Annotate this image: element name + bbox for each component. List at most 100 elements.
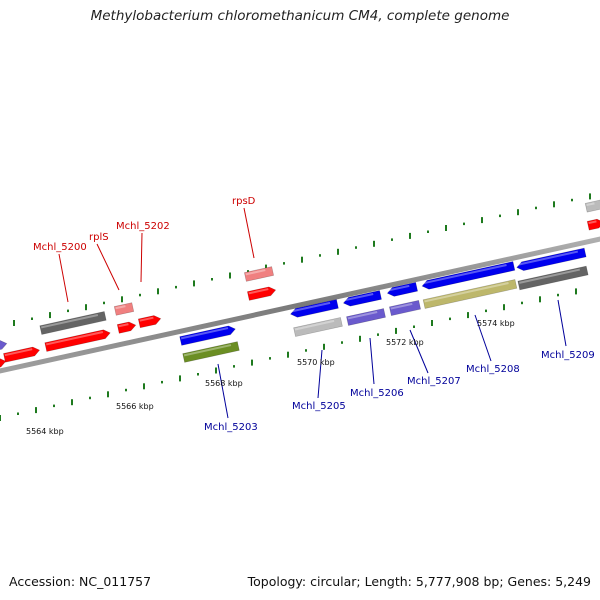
upper-track-tick	[571, 198, 573, 202]
gene-blue-mchl-5206[interactable]	[342, 290, 382, 308]
lower-track-tick	[359, 335, 361, 342]
upper-track-tick	[103, 301, 105, 305]
upper-track-tick	[265, 264, 267, 271]
lower-track-tick	[179, 375, 181, 382]
upper-track-tick	[139, 293, 141, 297]
gene-blue-mchl-5209[interactable]	[516, 247, 587, 272]
gene-blue-mchl-5207[interactable]	[386, 282, 418, 297]
lower-track-tick	[575, 288, 577, 295]
scale-label-5564: 5564 kbp	[26, 427, 64, 436]
gene-grey-mchl-5200[interactable]	[39, 311, 107, 335]
lower-track-tick	[503, 304, 505, 311]
lower-track-tick	[89, 396, 91, 400]
upper-track-tick	[535, 206, 537, 210]
connector-rpsd	[243, 207, 255, 259]
gene-olive-mchl-5203[interactable]	[182, 341, 240, 363]
upper-track-tick	[463, 222, 465, 226]
gene-red-rpls[interactable]	[116, 321, 137, 334]
lower-track-tick	[413, 325, 415, 328]
gene-pink-rpsd[interactable]	[244, 266, 274, 282]
upper-track-tick	[211, 278, 213, 281]
gene-purple-left-edge[interactable]	[0, 339, 8, 352]
lower-track-tick	[53, 404, 55, 408]
lower-track-tick	[197, 373, 199, 376]
upper-track-tick	[589, 193, 591, 200]
lower-track-tick	[35, 407, 37, 414]
connector-mchl-5206	[369, 337, 375, 385]
lower-track-tick	[431, 320, 433, 326]
scale-label-5570: 5570 kbp	[297, 358, 335, 367]
lower-track-tick	[71, 399, 73, 406]
gene-lightgrey-mchl-5205[interactable]	[293, 317, 343, 337]
lower-track-tick	[143, 383, 145, 390]
upper-track-tick	[193, 280, 195, 287]
gene-red-mchl-5202[interactable]	[137, 314, 162, 329]
gene-label-mchl-5206[interactable]: Mchl_5206	[350, 388, 404, 399]
upper-track-tick	[427, 230, 429, 233]
map-title: Methylobacterium chloromethanicum CM4, c…	[90, 8, 510, 24]
upper-track-tick	[553, 201, 555, 208]
connector-mchl-5208	[474, 314, 492, 362]
upper-track-tick	[85, 304, 87, 311]
gene-red-left-edge[interactable]	[3, 346, 41, 363]
upper-track-tick	[481, 217, 483, 224]
gene-pink-rpls[interactable]	[113, 302, 135, 316]
gene-blue-mchl-5205[interactable]	[290, 299, 339, 318]
genome-summary: Topology: circular; Length: 5,777,908 bp…	[247, 574, 591, 589]
lower-track-tick	[251, 359, 253, 366]
upper-track-tick	[67, 309, 69, 313]
upper-track-tick	[391, 238, 393, 241]
lower-track-tick	[125, 388, 127, 392]
lower-track-tick	[215, 367, 217, 374]
upper-track-tick	[499, 214, 501, 218]
gene-purple-mchl-5206[interactable]	[346, 308, 386, 326]
upper-track-tick	[337, 248, 339, 255]
label-connectors	[58, 207, 567, 419]
gene-red-rpsd[interactable]	[247, 286, 277, 301]
lower-track-tick	[233, 365, 235, 368]
lower-track-tick	[539, 296, 541, 303]
gene-grey-mchl-5209[interactable]	[517, 265, 589, 291]
upper-track-tick	[247, 270, 249, 273]
gene-label-mchl-5205[interactable]: Mchl_5205	[292, 401, 346, 412]
gene-label-mchl-5203[interactable]: Mchl_5203	[204, 422, 258, 433]
gene-features	[0, 199, 600, 370]
lower-track-tick	[557, 293, 559, 297]
gene-label-mchl-5200[interactable]: Mchl_5200	[33, 242, 87, 253]
upper-track-tick	[517, 209, 519, 216]
gene-khaki-mchl-5208[interactable]	[422, 279, 518, 309]
scale-label-5568: 5568 kbp	[205, 379, 243, 388]
gene-lightgrey-edge[interactable]	[584, 199, 600, 213]
scale-label-5566: 5566 kbp	[116, 402, 154, 411]
upper-track-tick	[31, 317, 33, 320]
gene-label-mchl-5202[interactable]: Mchl_5202	[116, 221, 170, 232]
scale-ticks	[0, 193, 591, 421]
lower-track-tick	[341, 341, 343, 344]
lower-track-tick	[323, 343, 325, 350]
scale-label-5572: 5572 kbp	[386, 338, 424, 347]
gene-label-rpsd[interactable]: rpsD	[232, 196, 256, 207]
upper-track-tick	[229, 272, 231, 279]
connector-rpls	[96, 243, 120, 291]
gene-purple-mchl-5207[interactable]	[389, 300, 421, 316]
lower-track-tick	[449, 317, 451, 321]
gene-label-mchl-5209[interactable]: Mchl_5209	[541, 350, 595, 361]
gene-label-rpls[interactable]: rplS	[89, 232, 109, 243]
upper-track-tick	[445, 225, 447, 231]
gene-blue-mchl-5208[interactable]	[421, 261, 516, 291]
lower-track-tick	[485, 309, 487, 313]
lower-track-tick	[305, 349, 307, 352]
upper-track-tick	[283, 262, 285, 265]
gene-blue-mchl-5203[interactable]	[179, 325, 237, 346]
lower-track-tick	[0, 415, 1, 421]
gene-label-mchl-5207[interactable]: Mchl_5207	[407, 376, 461, 387]
gene-red-edge[interactable]	[586, 218, 600, 231]
gene-red-mchl-5200[interactable]	[44, 329, 111, 352]
lower-track-tick	[161, 380, 163, 384]
connector-mchl-5205	[317, 349, 323, 399]
upper-track-tick	[301, 256, 303, 263]
gene-red-edge2[interactable]	[0, 357, 7, 370]
gene-label-mchl-5208[interactable]: Mchl_5208	[466, 364, 520, 375]
upper-track-tick	[13, 320, 15, 326]
